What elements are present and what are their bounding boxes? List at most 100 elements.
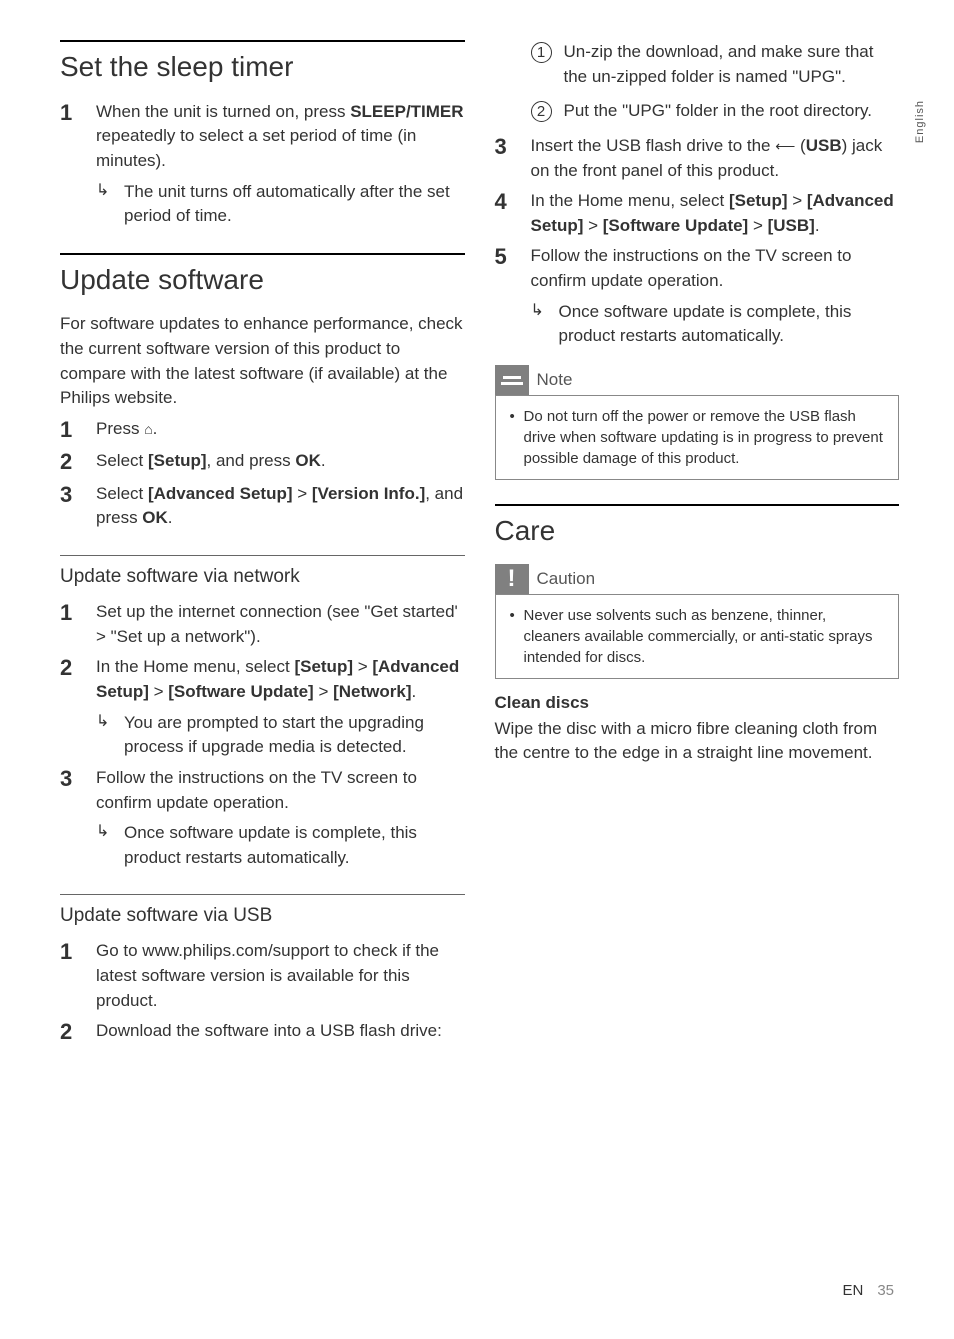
text: In the Home menu, select — [531, 191, 729, 210]
menu-label: [Setup] — [729, 191, 788, 210]
step-number: 1 — [60, 417, 96, 443]
result-bullet: ↳ The unit turns off automatically after… — [96, 180, 465, 229]
arrow-icon: ↳ — [96, 180, 124, 229]
step-5: 5 Follow the instructions on the TV scre… — [495, 244, 900, 293]
section-update-software-title: Update software — [60, 253, 465, 297]
step-number: 2 — [60, 655, 96, 704]
menu-label: [USB] — [768, 216, 815, 235]
subsection-usb-title: Update software via USB — [60, 894, 465, 927]
left-column: Set the sleep timer 1 When the unit is t… — [60, 40, 465, 1052]
caution-box: ! Caution Never use solvents such as ben… — [495, 564, 900, 679]
section-care-title: Care — [495, 504, 900, 548]
text: Select — [96, 484, 148, 503]
arrow-icon: ↳ — [96, 711, 124, 760]
caution-label: Caution — [537, 569, 596, 589]
step-text: Follow the instructions on the TV screen… — [96, 766, 465, 815]
step-text: In the Home menu, select [Setup] > [Adva… — [96, 655, 465, 704]
circled-number: 1 — [531, 42, 552, 63]
text: > — [353, 657, 372, 676]
menu-label: [Version Info.] — [312, 484, 425, 503]
step-text: Press ⌂. — [96, 417, 465, 443]
sub-step-1: 1 Un-zip the download, and make sure tha… — [531, 40, 900, 89]
text: repeatedly to select a set period of tim… — [96, 126, 416, 170]
page-footer: EN 35 — [842, 1282, 894, 1299]
caution-body: Never use solvents such as benzene, thin… — [495, 594, 900, 679]
step-text: Select [Advanced Setup] > [Version Info.… — [96, 482, 465, 531]
step-4: 4 In the Home menu, select [Setup] > [Ad… — [495, 189, 900, 238]
step-text: When the unit is turned on, press SLEEP/… — [96, 100, 465, 174]
step-text: Insert the USB flash drive to the ⟵ (USB… — [531, 134, 900, 183]
usb-label: USB — [806, 136, 842, 155]
result-bullet: ↳ You are prompted to start the upgradin… — [96, 711, 465, 760]
text: Select — [96, 451, 148, 470]
step-number: 2 — [60, 449, 96, 475]
step-2: 2 Select [Setup], and press OK. — [60, 449, 465, 475]
step-3: 3 Insert the USB flash drive to the ⟵ (U… — [495, 134, 900, 183]
section-sleep-timer-title: Set the sleep timer — [60, 40, 465, 84]
step-2: 2 Download the software into a USB flash… — [60, 1019, 465, 1045]
step-number: 5 — [495, 244, 531, 293]
step-number: 3 — [60, 766, 96, 815]
usb-icon: ⟵ — [775, 136, 795, 156]
right-column: 1 Un-zip the download, and make sure tha… — [495, 40, 900, 1052]
text: > — [293, 484, 312, 503]
caution-header: ! Caution — [495, 564, 900, 594]
note-icon — [495, 365, 529, 395]
menu-label: [Software Update] — [168, 682, 313, 701]
step-3: 3 Select [Advanced Setup] > [Version Inf… — [60, 482, 465, 531]
step-1: 1 Set up the internet connection (see "G… — [60, 600, 465, 649]
caution-icon: ! — [495, 564, 529, 594]
text: Insert the USB flash drive to the — [531, 136, 776, 155]
text: In the Home menu, select — [96, 657, 294, 676]
note-label: Note — [537, 370, 573, 390]
clean-discs-text: Wipe the disc with a micro fibre cleanin… — [495, 717, 900, 766]
menu-label: [Advanced Setup] — [148, 484, 293, 503]
language-tab: English — [914, 100, 926, 143]
text: > — [583, 216, 602, 235]
step-number: 2 — [60, 1019, 96, 1045]
page-content: Set the sleep timer 1 When the unit is t… — [60, 40, 899, 1052]
circled-number: 2 — [531, 101, 552, 122]
step-3: 3 Follow the instructions on the TV scre… — [60, 766, 465, 815]
step-number: 1 — [60, 600, 96, 649]
text: > — [748, 216, 767, 235]
step-text: Select [Setup], and press OK. — [96, 449, 465, 475]
bullet-text: Once software update is complete, this p… — [559, 300, 900, 349]
note-header: Note — [495, 365, 900, 395]
result-bullet: ↳ Once software update is complete, this… — [531, 300, 900, 349]
ok-label: OK — [295, 451, 321, 470]
note-text: Do not turn off the power or remove the … — [510, 406, 885, 469]
subsection-network-title: Update software via network — [60, 555, 465, 588]
footer-language: EN — [842, 1282, 863, 1299]
note-body: Do not turn off the power or remove the … — [495, 395, 900, 480]
menu-label: [Software Update] — [603, 216, 748, 235]
sleep-timer-label: SLEEP/TIMER — [350, 102, 463, 121]
sub-step-2: 2 Put the "UPG" folder in the root direc… — [531, 99, 900, 124]
bullet-text: You are prompted to start the upgrading … — [124, 711, 465, 760]
text: > — [314, 682, 333, 701]
text: When the unit is turned on, press — [96, 102, 350, 121]
menu-label: [Network] — [333, 682, 411, 701]
arrow-icon: ↳ — [96, 821, 124, 870]
result-bullet: ↳ Once software update is complete, this… — [96, 821, 465, 870]
text: . — [412, 682, 417, 701]
text: . — [153, 419, 158, 438]
step-2: 2 In the Home menu, select [Setup] > [Ad… — [60, 655, 465, 704]
step-text: In the Home menu, select [Setup] > [Adva… — [531, 189, 900, 238]
text: , and press — [207, 451, 296, 470]
intro-text: For software updates to enhance performa… — [60, 312, 465, 411]
footer-page-number: 35 — [877, 1282, 894, 1299]
text: . — [815, 216, 820, 235]
ok-label: OK — [142, 508, 168, 527]
clean-discs-heading: Clean discs — [495, 693, 900, 713]
text: ( — [795, 136, 805, 155]
step-1: 1 When the unit is turned on, press SLEE… — [60, 100, 465, 174]
home-icon: ⌂ — [144, 419, 152, 439]
step-1: 1 Press ⌂. — [60, 417, 465, 443]
step-text: Set up the internet connection (see "Get… — [96, 600, 465, 649]
step-number: 4 — [495, 189, 531, 238]
text: > — [149, 682, 168, 701]
text: > — [787, 191, 806, 210]
text: Press — [96, 419, 144, 438]
text: . — [168, 508, 173, 527]
